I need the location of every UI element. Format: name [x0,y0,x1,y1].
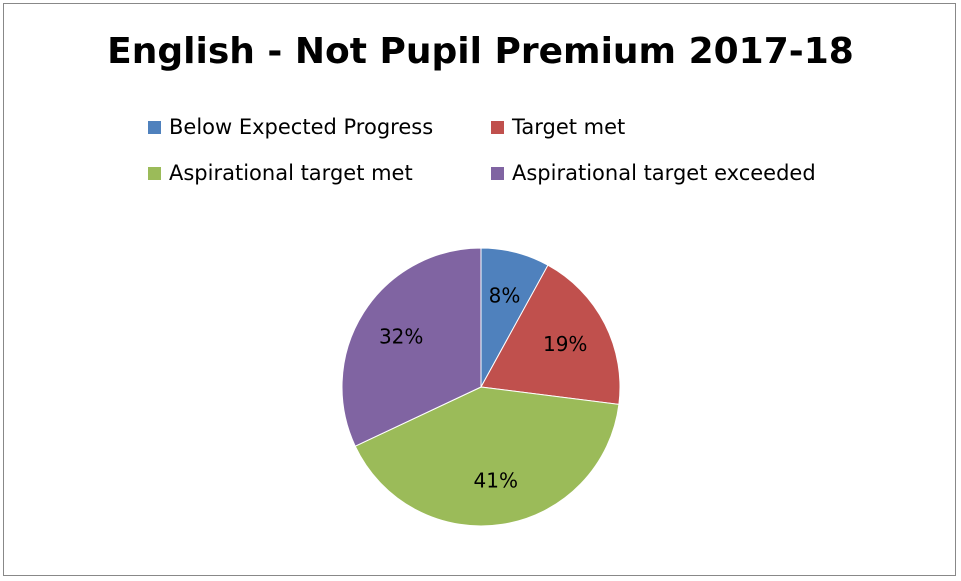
legend-swatch-below-expected-progress [148,120,161,134]
pie-slice-target-met [480,264,621,405]
legend-item-aspirational-target-exceeded: Aspirational target exceeded [491,159,816,187]
pie-slice-aspirational-target-met [354,386,620,527]
chart-title: English - Not Pupil Premium 2017-18 [107,31,854,72]
legend-label-aspirational-target-met: Aspirational target met [169,161,413,185]
data-label-below-expected-progress: 8% [489,283,521,307]
legend-label-aspirational-target-exceeded: Aspirational target exceeded [512,161,816,185]
legend-item-below-expected-progress: Below Expected Progress [148,113,433,141]
legend-item-aspirational-target-met: Aspirational target met [148,159,413,187]
legend-swatch-aspirational-target-exceeded [491,166,504,180]
legend-swatch-aspirational-target-met [148,166,161,180]
data-label-aspirational-target-met: 41% [474,468,518,492]
data-label-aspirational-target-exceeded: 32% [379,324,423,348]
legend-label-below-expected-progress: Below Expected Progress [169,115,434,139]
data-label-target-met: 19% [543,332,587,356]
legend-swatch-target-met [491,120,504,134]
pie-slice-aspirational-target-exceeded [341,247,482,447]
legend-label-target-met: Target met [512,115,626,139]
legend-item-target-met: Target met [491,113,625,141]
